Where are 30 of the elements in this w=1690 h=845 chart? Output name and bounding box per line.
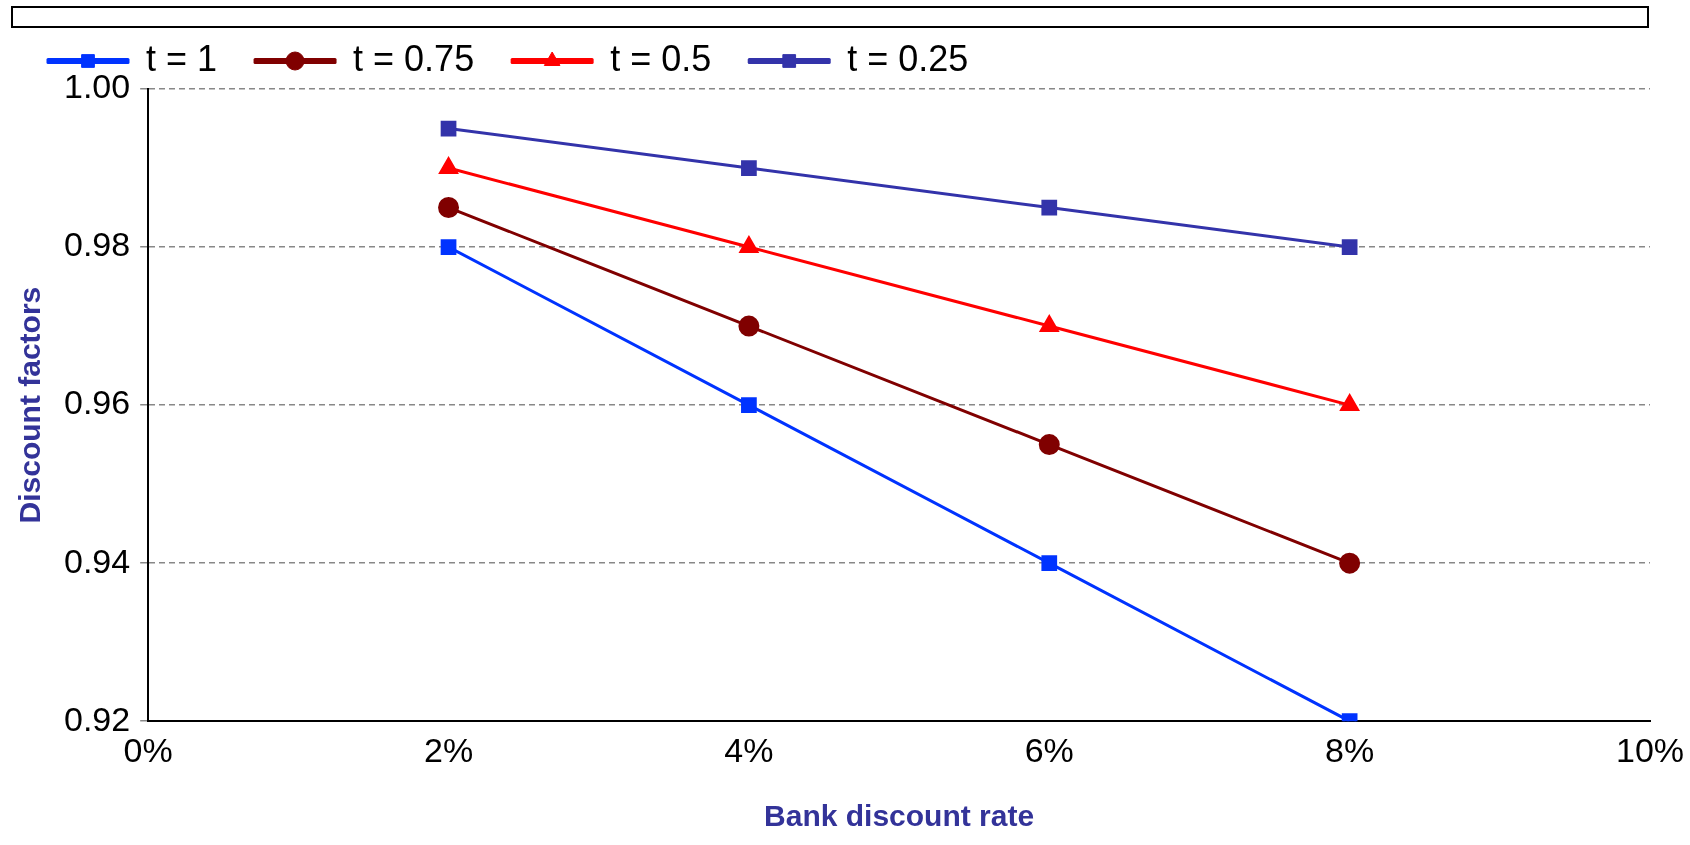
- x-tick-label: 2%: [423, 730, 474, 769]
- x-axis-title: Bank discount rate: [764, 799, 1035, 833]
- y-axis-title: Discount factors: [13, 286, 47, 524]
- point: [1339, 552, 1361, 574]
- point: [438, 197, 460, 219]
- x-tick-label: 4%: [724, 730, 774, 769]
- point: [1039, 315, 1059, 333]
- point: [741, 397, 757, 413]
- point: [741, 160, 757, 176]
- y-tick-label: 0.98: [63, 225, 131, 264]
- x-tick-label: 8%: [1325, 730, 1375, 769]
- legend-label: t = 0.75: [353, 37, 475, 79]
- x-tick-label: 10%: [1615, 730, 1685, 769]
- point: [440, 120, 457, 137]
- point: [440, 239, 457, 255]
- legend-label: t = 1: [146, 37, 218, 79]
- legend-label: t = 0.25: [847, 37, 969, 79]
- y-tick-label: 0.94: [63, 541, 131, 580]
- y-tick-label: 1.00: [63, 67, 131, 106]
- point: [1341, 239, 1358, 255]
- x-tick-label: 6%: [1024, 730, 1074, 769]
- point: [739, 236, 759, 254]
- point: [1340, 394, 1359, 412]
- point: [1041, 199, 1058, 216]
- point: [439, 157, 458, 175]
- legend-label: t = 0.5: [610, 37, 712, 79]
- y-tick-label: 0.96: [63, 383, 131, 422]
- point: [738, 315, 760, 337]
- point: [1041, 555, 1058, 572]
- point: [1038, 434, 1060, 456]
